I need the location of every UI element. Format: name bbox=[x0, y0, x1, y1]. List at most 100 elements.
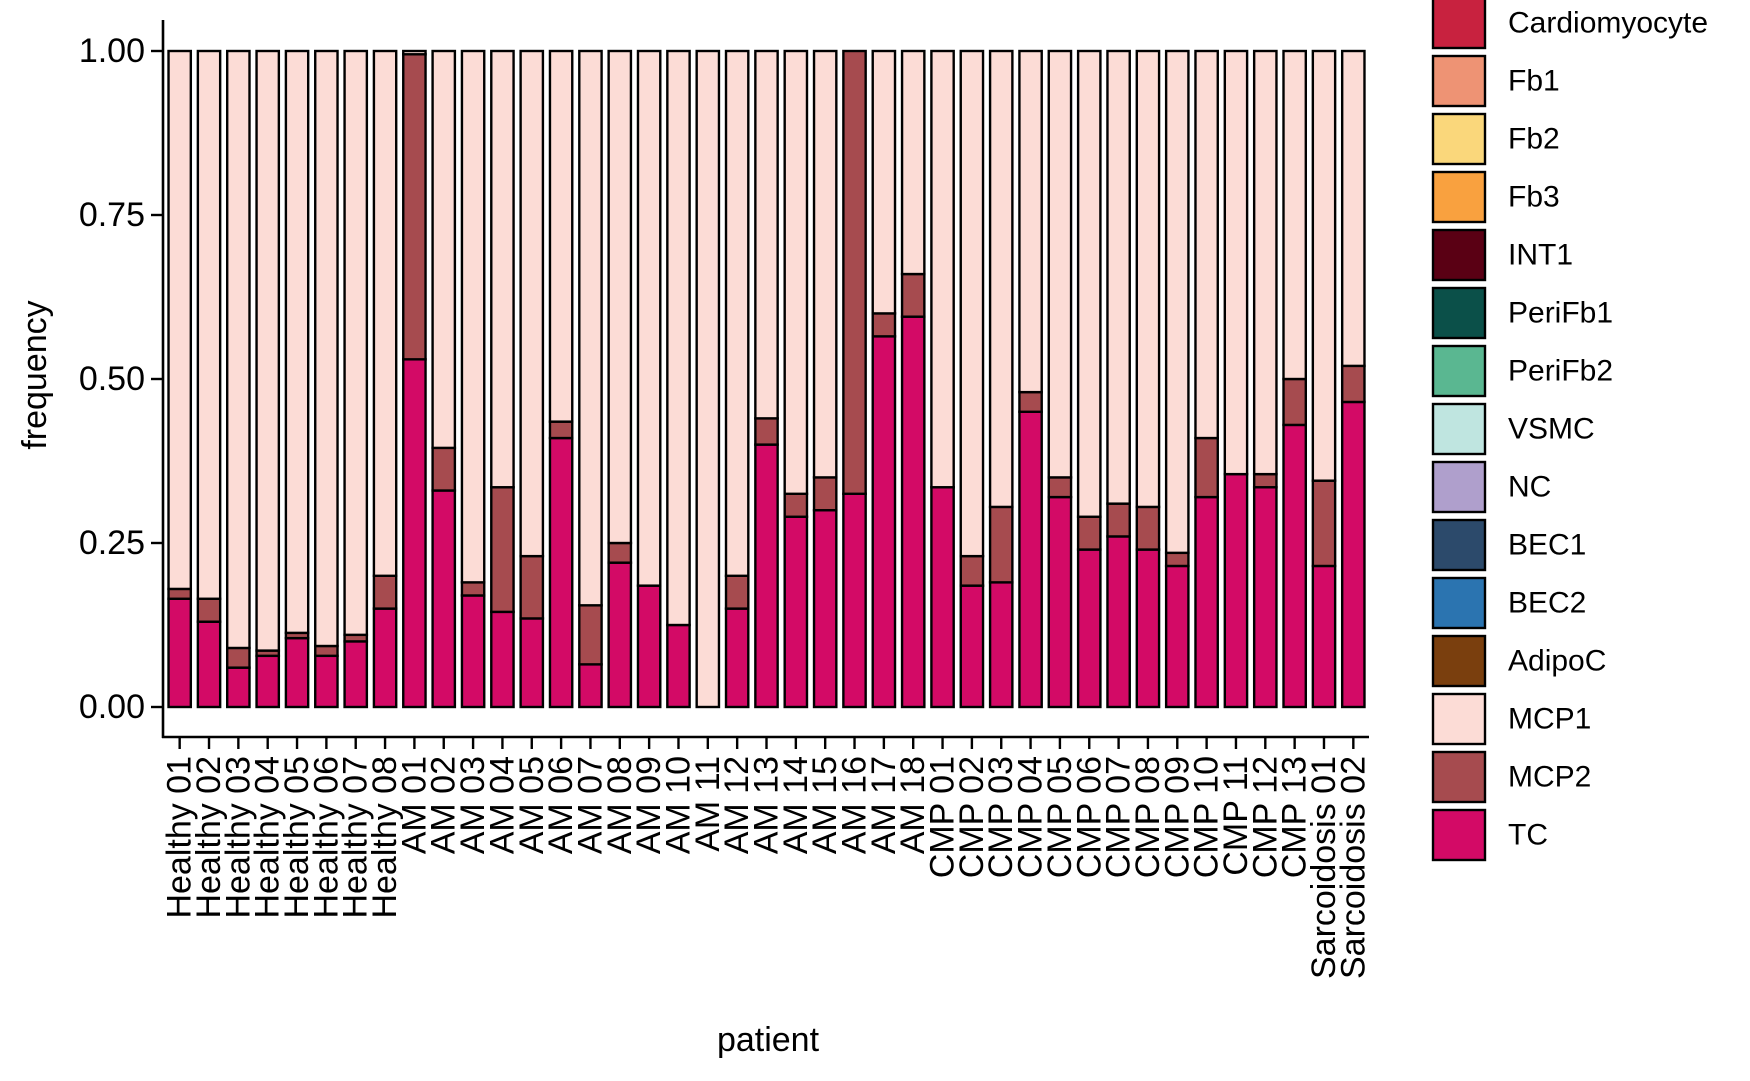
bar-segment bbox=[1223, 49, 1249, 476]
bar-segment bbox=[431, 49, 457, 450]
x-tick-label: AM 09 bbox=[630, 756, 668, 854]
x-tick-label: AM 10 bbox=[659, 756, 697, 854]
bar-segment bbox=[578, 663, 603, 709]
bar-segment bbox=[930, 49, 955, 489]
bar-segment bbox=[196, 620, 222, 709]
legend-item: NC bbox=[1431, 460, 1551, 514]
bar-segment bbox=[519, 617, 545, 709]
x-tick-label: AM 08 bbox=[601, 756, 639, 854]
bar-segment bbox=[343, 640, 369, 709]
legend-label: PeriFb1 bbox=[1508, 297, 1613, 330]
bar-segment bbox=[1047, 49, 1073, 479]
x-tick-label: AM 15 bbox=[806, 756, 844, 854]
legend-item: Fb2 bbox=[1431, 112, 1560, 166]
bar-segment bbox=[1047, 495, 1073, 709]
legend-item: PeriFb2 bbox=[1431, 344, 1613, 398]
x-tick-label: AM 14 bbox=[777, 756, 815, 854]
legend-label: MCP2 bbox=[1508, 761, 1591, 794]
x-tick-label: AM 05 bbox=[513, 756, 551, 854]
bar-segment bbox=[548, 436, 574, 709]
x-tick-label: Healthy 01 bbox=[161, 756, 199, 919]
bar-segment bbox=[1223, 472, 1249, 709]
bar-segment bbox=[519, 49, 545, 558]
bar-segment bbox=[372, 574, 398, 610]
legend-key bbox=[1431, 750, 1487, 804]
legend-key bbox=[1431, 344, 1487, 398]
y-tick-label: 0.75 bbox=[79, 196, 145, 234]
legend-label: VSMC bbox=[1508, 413, 1595, 446]
bar-segment bbox=[988, 49, 1014, 509]
bar-segment bbox=[636, 49, 662, 587]
legend-key bbox=[1431, 170, 1487, 224]
x-tick-label: Sarcoidosis 02 bbox=[1334, 756, 1372, 979]
bar-segment bbox=[431, 446, 457, 492]
legend-item: AdipoC bbox=[1431, 634, 1606, 688]
bar-segment bbox=[167, 597, 193, 709]
x-tick-label: AM 18 bbox=[894, 756, 932, 854]
legend-item: BEC1 bbox=[1431, 518, 1586, 572]
bar-segment bbox=[666, 623, 691, 709]
bar-segment bbox=[314, 644, 339, 658]
bar-segment bbox=[1282, 49, 1307, 381]
y-tick-label: 0.50 bbox=[79, 360, 145, 398]
bar-segment bbox=[1018, 410, 1043, 709]
x-tick-label: CMP 07 bbox=[1100, 756, 1138, 878]
bar-segment bbox=[255, 654, 281, 709]
bar-segment bbox=[959, 49, 985, 558]
x-tick-label: AM 01 bbox=[395, 756, 433, 854]
x-tick-label: CMP 13 bbox=[1276, 756, 1314, 878]
x-tick-label: Healthy 05 bbox=[278, 756, 316, 919]
legend-label: AdipoC bbox=[1508, 645, 1606, 678]
bar-segment bbox=[490, 610, 515, 709]
legend-label: TC bbox=[1508, 819, 1548, 852]
bar-segment bbox=[372, 49, 398, 577]
bar-segment bbox=[402, 49, 427, 56]
bar-segment bbox=[930, 486, 955, 709]
x-tick-label: CMP 11 bbox=[1217, 756, 1255, 876]
bar-segment bbox=[783, 492, 809, 518]
x-tick-label: Healthy 06 bbox=[307, 756, 345, 919]
bar-segment bbox=[1164, 564, 1190, 709]
x-tick-label: Healthy 02 bbox=[190, 756, 228, 919]
bar-segment bbox=[754, 417, 779, 446]
bar-segment bbox=[1076, 515, 1102, 551]
legend-label: BEC2 bbox=[1508, 587, 1586, 620]
x-tick-label: Sarcoidosis 01 bbox=[1305, 756, 1343, 979]
x-tick-label: AM 16 bbox=[836, 756, 874, 854]
legend-item: Cardiomyocyte bbox=[1431, 0, 1708, 50]
legend-label: BEC1 bbox=[1508, 529, 1586, 562]
bar-segment bbox=[402, 358, 427, 709]
x-tick-label: CMP 09 bbox=[1158, 756, 1196, 878]
bar-segment bbox=[1194, 436, 1219, 499]
x-tick-label: AM 06 bbox=[542, 756, 580, 854]
bar-segment bbox=[548, 49, 574, 423]
x-tick-label: AM 02 bbox=[425, 756, 463, 854]
bar-segment bbox=[812, 476, 838, 512]
bar-segment bbox=[724, 607, 750, 709]
legend-label: Cardiomyocyte bbox=[1508, 7, 1708, 40]
x-tick-label: Healthy 07 bbox=[337, 756, 375, 919]
legend-item: INT1 bbox=[1431, 228, 1573, 282]
legend-label: MCP1 bbox=[1508, 703, 1591, 736]
bar-segment bbox=[1194, 49, 1219, 440]
bar-segment bbox=[1311, 479, 1337, 568]
legend-label: INT1 bbox=[1508, 239, 1573, 272]
legend-key bbox=[1431, 0, 1487, 50]
legend-item: BEC2 bbox=[1431, 576, 1586, 630]
bar-segment bbox=[460, 49, 486, 584]
bar-segment bbox=[343, 49, 369, 637]
bar-segment bbox=[1252, 472, 1278, 489]
bar-segment bbox=[900, 49, 926, 276]
bar-segment bbox=[754, 443, 779, 709]
bar-segment bbox=[607, 561, 633, 709]
legend-label: NC bbox=[1508, 471, 1551, 504]
legend-label: Fb1 bbox=[1508, 65, 1560, 98]
bar-segment bbox=[284, 636, 310, 709]
bar-segment bbox=[812, 49, 838, 479]
legend-item: MCP2 bbox=[1431, 750, 1591, 804]
bar-segment bbox=[431, 489, 457, 709]
legend-key bbox=[1431, 634, 1487, 688]
legend-item: MCP1 bbox=[1431, 692, 1591, 746]
bar-segment bbox=[666, 49, 691, 627]
